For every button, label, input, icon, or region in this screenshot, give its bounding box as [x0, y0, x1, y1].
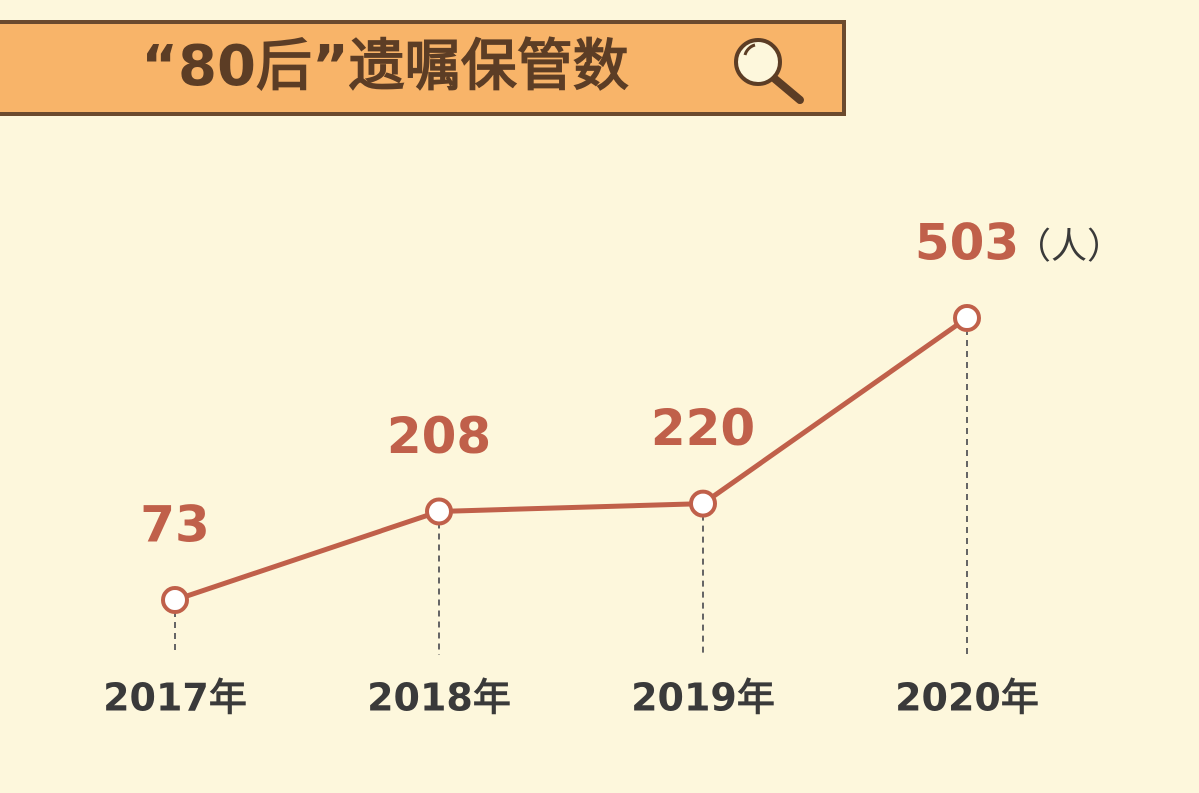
point [161, 586, 189, 614]
value-label: 73 [140, 496, 210, 554]
point [689, 489, 717, 518]
unit-label: （人） [1015, 226, 1123, 267]
value-label: 503 [915, 214, 1019, 272]
x-tick-label: 2020年 [895, 676, 1039, 720]
line [174, 315, 969, 603]
x-tick-label: 2019年 [631, 676, 775, 720]
x-tick-label: 2018年 [367, 676, 511, 720]
chart-title: “80后”遗嘱保管数 [141, 34, 629, 99]
point [953, 304, 981, 332]
title-banner [0, 20, 846, 116]
x-tick-label: 2017年 [103, 676, 247, 720]
value-label: 208 [387, 407, 491, 465]
magnifier-icon [734, 38, 804, 104]
value-label: 220 [651, 399, 755, 457]
point [425, 497, 453, 526]
